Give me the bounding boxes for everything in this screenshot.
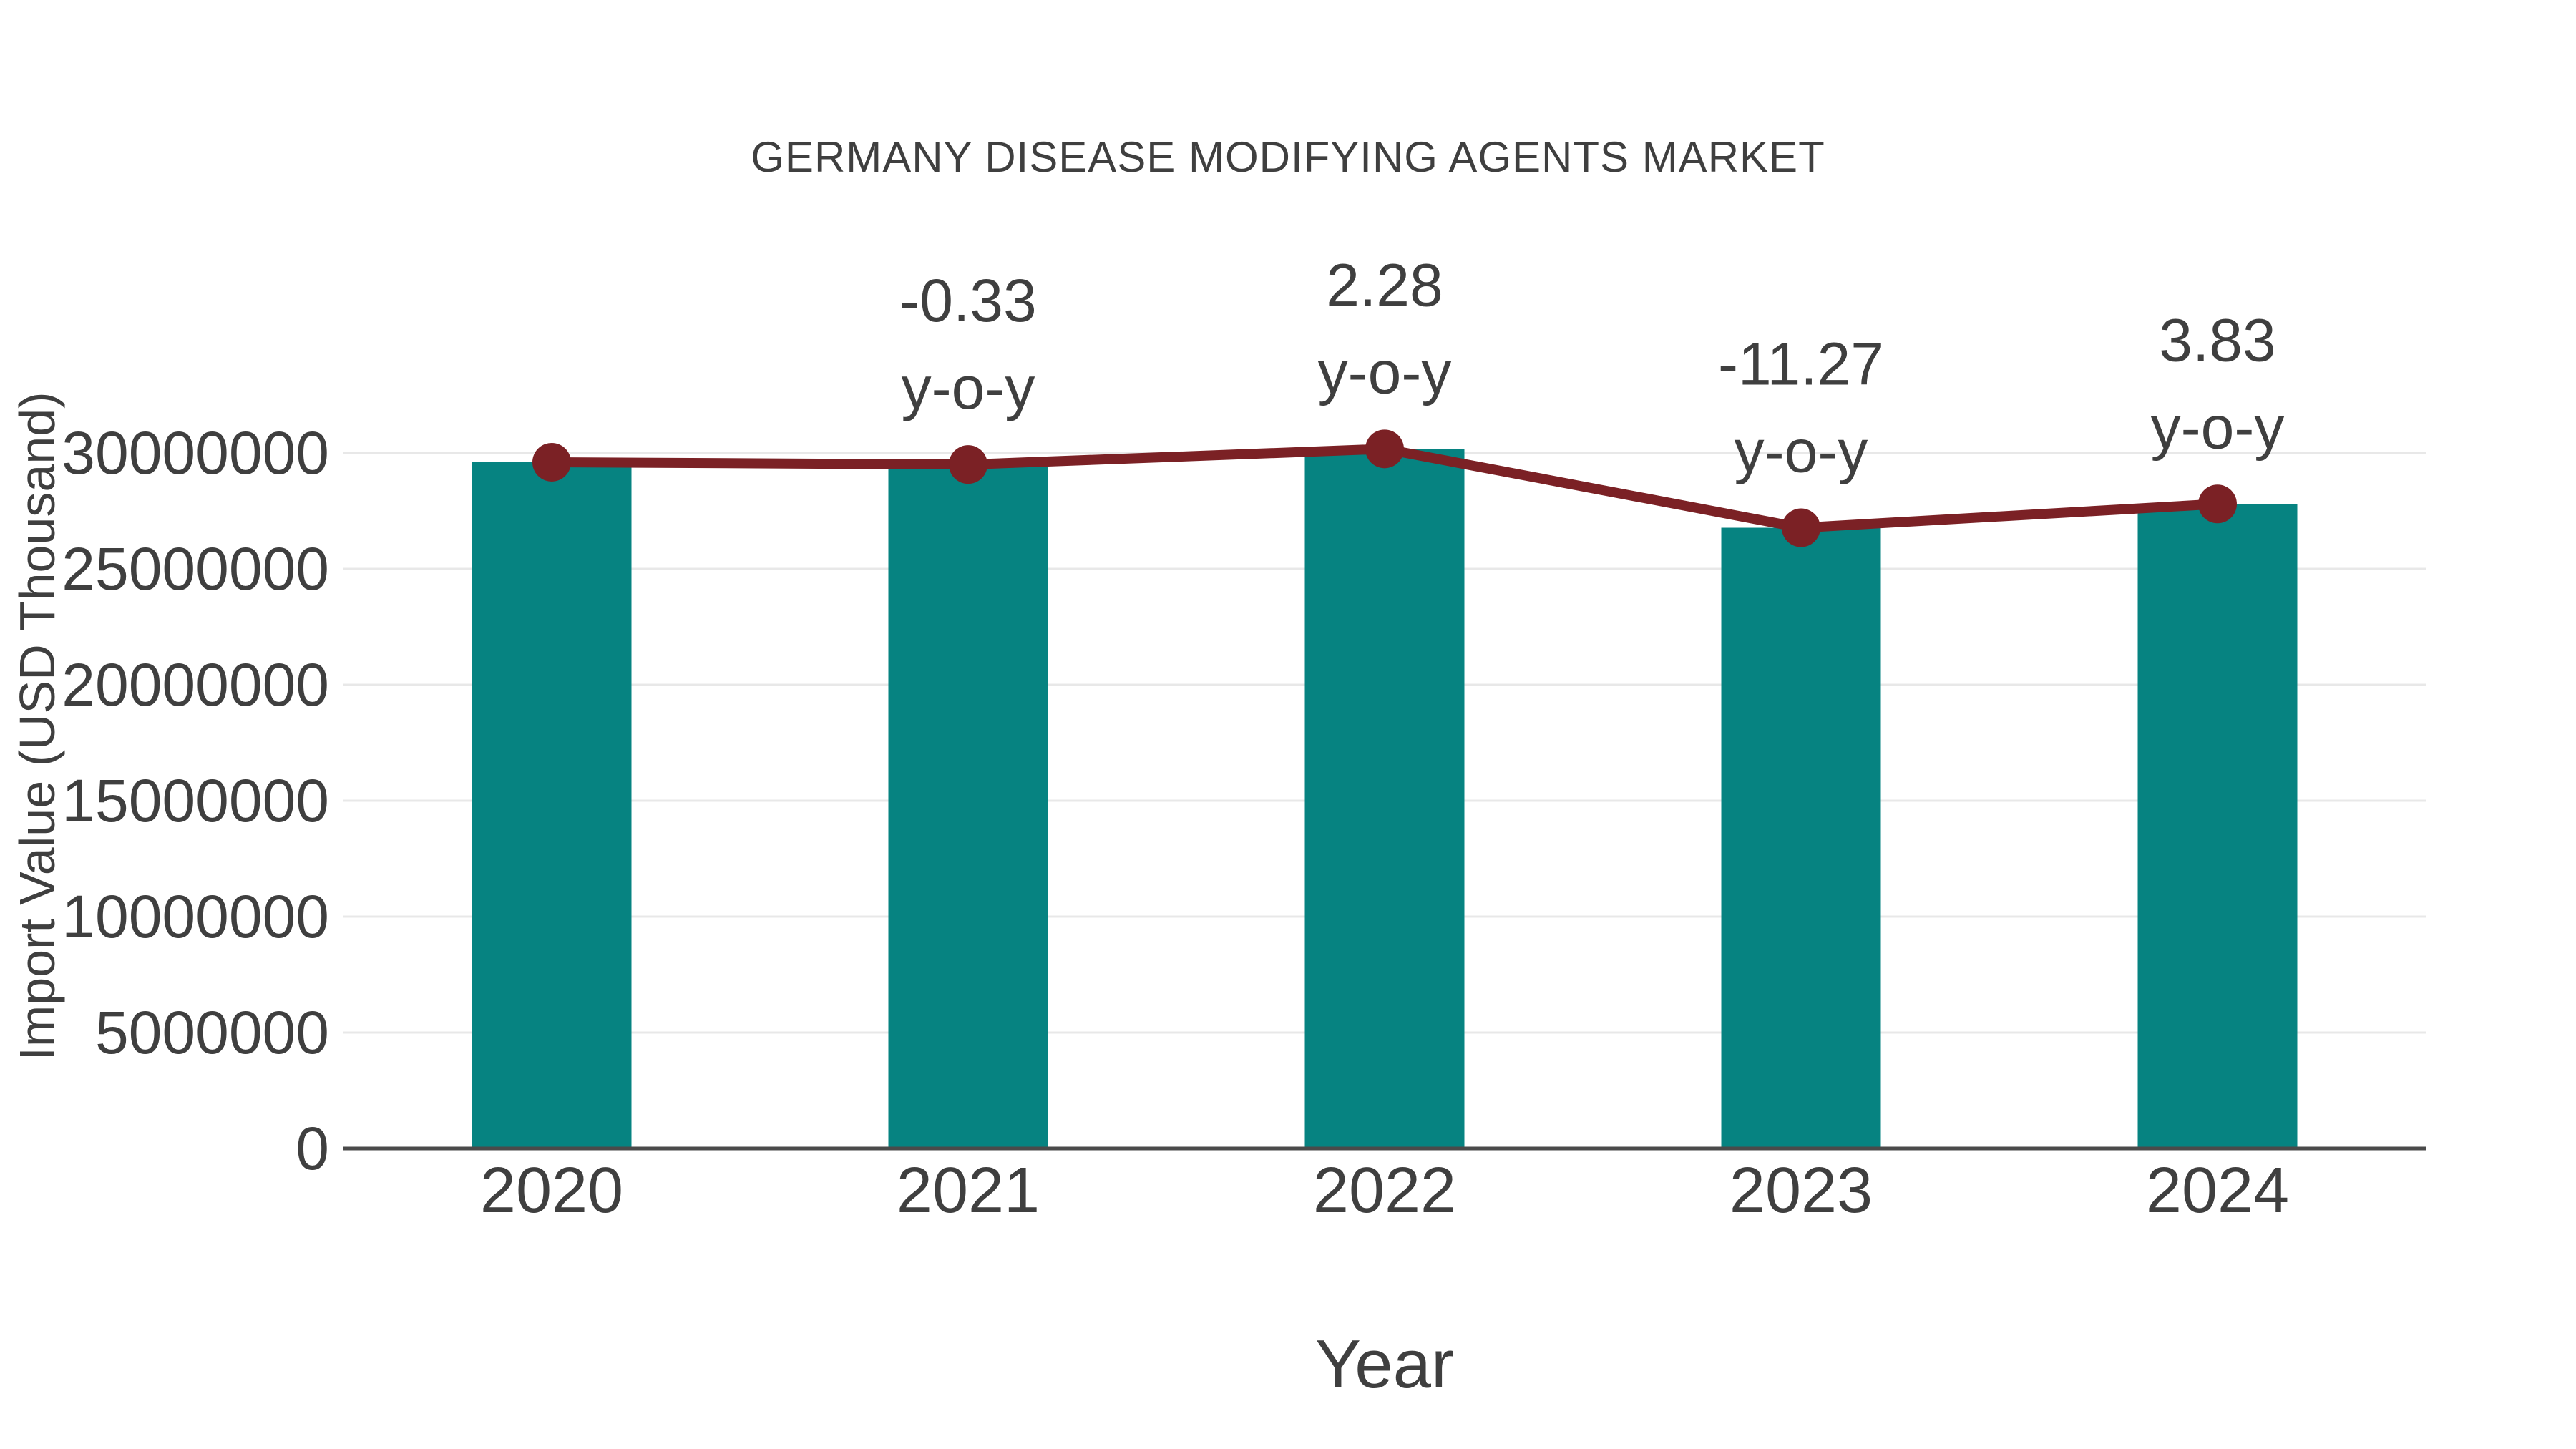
data-point-2023 <box>1782 508 1820 547</box>
bar-2020 <box>472 462 632 1148</box>
annotation-unit-2024: y-o-y <box>2151 394 2285 461</box>
annotation-value-2022: 2.28 <box>1326 251 1443 318</box>
annotation-value-2021: -0.33 <box>899 267 1036 334</box>
annotation-value-2024: 3.83 <box>2159 306 2276 374</box>
chart-title: GERMANY DISEASE MODIFYING AGENTS MARKET <box>751 133 1825 181</box>
x-axis-title: Year <box>1315 1326 1454 1402</box>
bar-2022 <box>1304 449 1465 1148</box>
bar-2021 <box>888 464 1048 1148</box>
x-axis-tick-label: 2021 <box>897 1155 1040 1226</box>
y-axis-tick-label: 0 <box>296 1115 329 1182</box>
data-point-2022 <box>1365 429 1404 469</box>
bar-2024 <box>2137 504 2298 1148</box>
y-axis-tick-label: 30000000 <box>62 419 329 487</box>
data-point-2024 <box>2198 484 2237 524</box>
y-axis-tick-label: 10000000 <box>62 883 329 950</box>
y-axis-tick-label: 20000000 <box>62 651 329 718</box>
x-axis-tick-label: 2022 <box>1313 1155 1456 1226</box>
annotation-unit-2023: y-o-y <box>1735 418 1868 485</box>
y-axis-tick-label: 15000000 <box>62 767 329 834</box>
data-point-2020 <box>532 442 571 482</box>
annotation-value-2023: -11.27 <box>1718 331 1884 398</box>
annotation-unit-2022: y-o-y <box>1318 338 1452 406</box>
x-axis-tick-label: 2024 <box>2146 1155 2289 1226</box>
y-axis-tick-label: 5000000 <box>95 999 329 1066</box>
x-axis-tick-label: 2023 <box>1729 1155 1873 1226</box>
data-point-2021 <box>949 445 987 484</box>
bar-2023 <box>1721 527 1881 1148</box>
annotation-unit-2021: y-o-y <box>902 354 1035 421</box>
y-axis-tick-label: 25000000 <box>62 535 329 602</box>
x-axis-tick-label: 2020 <box>480 1155 623 1226</box>
